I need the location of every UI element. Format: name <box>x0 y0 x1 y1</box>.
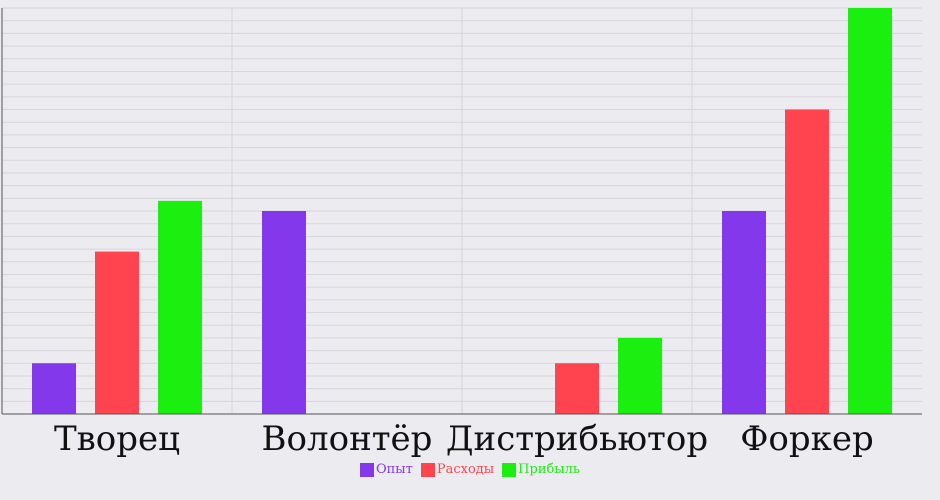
category-labels: Творец Волонтёр Дистрибьютор Форкер <box>54 419 874 459</box>
bar-4-2 <box>785 109 829 414</box>
bar-1-2 <box>95 251 139 414</box>
bar-3-3 <box>618 337 662 414</box>
bar-2-1 <box>262 211 306 414</box>
legend-label: Расходы <box>436 462 495 477</box>
bar-1-1 <box>32 363 76 414</box>
grid <box>2 7 922 414</box>
legend-item: Расходы <box>420 462 495 477</box>
bar-4-3 <box>848 8 892 414</box>
category-label: Творец <box>54 419 180 459</box>
bar-chart-svg: Творец Волонтёр Дистрибьютор Форкер <box>1 7 922 459</box>
axes <box>1 8 922 415</box>
bar-1-3 <box>158 200 202 414</box>
bars <box>32 8 892 414</box>
legend-swatch <box>502 462 517 477</box>
bar-3-2 <box>555 363 599 414</box>
legend-item: Опыт <box>359 462 413 477</box>
legend-label: Прибыль <box>518 462 580 477</box>
legend-label: Опыт <box>375 462 413 477</box>
legend: Опыт Расходы Прибыль <box>0 462 940 477</box>
legend-item: Прибыль <box>502 462 580 477</box>
category-label: Волонтёр <box>262 419 433 459</box>
category-label: Дистрибьютор <box>446 419 708 459</box>
legend-swatch <box>420 462 435 477</box>
bar-4-1 <box>722 211 766 414</box>
category-label: Форкер <box>740 419 874 459</box>
legend-swatch <box>359 462 374 477</box>
